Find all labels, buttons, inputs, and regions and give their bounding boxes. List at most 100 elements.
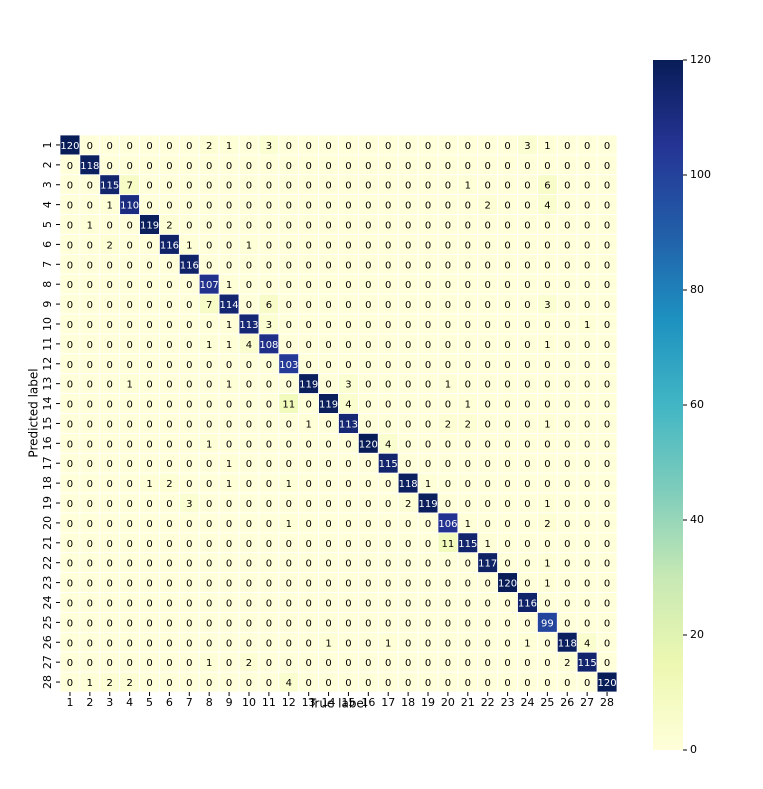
y-tick-label: 19 xyxy=(41,496,54,510)
cell-label: 0 xyxy=(126,559,132,570)
cell-label: 2 xyxy=(485,201,491,212)
cell-label: 0 xyxy=(564,221,570,232)
x-tick-label: 18 xyxy=(401,696,415,709)
cell-label: 0 xyxy=(87,419,93,430)
cell-label: 116 xyxy=(180,260,199,271)
cell-label: 0 xyxy=(146,181,152,192)
x-tick-label: 12 xyxy=(282,696,296,709)
cell-label: 0 xyxy=(266,400,272,411)
cell-label: 0 xyxy=(485,419,491,430)
cell-label: 0 xyxy=(87,340,93,351)
cell-label: 0 xyxy=(226,598,232,609)
cell-label: 0 xyxy=(485,658,491,669)
cell-label: 0 xyxy=(246,439,252,450)
cell-label: 1 xyxy=(544,340,550,351)
cell-label: 0 xyxy=(425,181,431,192)
cell-label: 0 xyxy=(67,161,73,172)
cell-label: 0 xyxy=(226,161,232,172)
cell-label: 0 xyxy=(226,181,232,192)
cell-label: 0 xyxy=(445,559,451,570)
cell-label: 0 xyxy=(146,400,152,411)
cell-label: 0 xyxy=(544,598,550,609)
cell-label: 0 xyxy=(286,221,292,232)
cell-label: 1 xyxy=(206,340,212,351)
cell-label: 0 xyxy=(405,300,411,311)
cell-label: 0 xyxy=(146,439,152,450)
cell-label: 0 xyxy=(146,161,152,172)
x-tick-label: 2 xyxy=(86,696,93,709)
cell-label: 0 xyxy=(266,221,272,232)
cell-label: 0 xyxy=(186,360,192,371)
cell-label: 0 xyxy=(604,201,610,212)
cell-label: 0 xyxy=(126,141,132,152)
cell-label: 0 xyxy=(266,419,272,430)
cell-label: 0 xyxy=(345,320,351,331)
cell-label: 119 xyxy=(319,400,338,411)
cell-label: 0 xyxy=(166,439,172,450)
cell-label: 0 xyxy=(206,519,212,530)
cell-label: 0 xyxy=(445,598,451,609)
cell-label: 1 xyxy=(226,320,232,331)
cell-label: 0 xyxy=(485,499,491,510)
x-tick-label: 19 xyxy=(421,696,435,709)
y-tick-label: 24 xyxy=(41,595,54,609)
cell-label: 0 xyxy=(445,618,451,629)
cell-label: 0 xyxy=(504,260,510,271)
cell-label: 0 xyxy=(345,260,351,271)
cell-label: 0 xyxy=(345,141,351,152)
cell-label: 0 xyxy=(266,380,272,391)
cell-label: 0 xyxy=(206,479,212,490)
cell-label: 0 xyxy=(246,201,252,212)
cell-label: 0 xyxy=(166,499,172,510)
cell-label: 0 xyxy=(246,499,252,510)
cell-label: 0 xyxy=(445,638,451,649)
cell-label: 0 xyxy=(146,360,152,371)
cell-label: 0 xyxy=(465,141,471,152)
cell-label: 0 xyxy=(67,419,73,430)
cell-label: 0 xyxy=(544,658,550,669)
cell-label: 0 xyxy=(544,260,550,271)
cell-label: 0 xyxy=(385,519,391,530)
y-axis-label: Predicted label xyxy=(27,368,41,457)
cell-label: 0 xyxy=(286,439,292,450)
cell-label: 0 xyxy=(604,598,610,609)
cell-label: 0 xyxy=(405,181,411,192)
cell-label: 0 xyxy=(385,539,391,550)
cell-label: 2 xyxy=(246,658,252,669)
cell-label: 0 xyxy=(266,479,272,490)
cell-label: 0 xyxy=(485,579,491,590)
cell-label: 0 xyxy=(325,598,331,609)
cell-label: 0 xyxy=(87,539,93,550)
cell-label: 0 xyxy=(365,658,371,669)
cell-label: 0 xyxy=(584,678,590,689)
cell-label: 0 xyxy=(504,280,510,291)
cell-label: 0 xyxy=(604,579,610,590)
cell-label: 0 xyxy=(325,519,331,530)
cell-label: 0 xyxy=(305,618,311,629)
cell-label: 0 xyxy=(604,360,610,371)
cell-label: 0 xyxy=(325,221,331,232)
cell-label: 1 xyxy=(544,579,550,590)
cell-label: 0 xyxy=(325,678,331,689)
cell-label: 0 xyxy=(365,201,371,212)
cell-label: 0 xyxy=(325,181,331,192)
cell-label: 0 xyxy=(146,201,152,212)
cell-label: 0 xyxy=(445,221,451,232)
cell-label: 0 xyxy=(564,240,570,251)
cell-label: 0 xyxy=(87,320,93,331)
x-tick-label: 7 xyxy=(186,696,193,709)
cell-label: 0 xyxy=(305,678,311,689)
cell-label: 0 xyxy=(107,539,113,550)
cell-label: 0 xyxy=(146,260,152,271)
cell-label: 0 xyxy=(186,300,192,311)
cell-label: 0 xyxy=(325,579,331,590)
cell-label: 0 xyxy=(67,658,73,669)
cell-label: 0 xyxy=(365,280,371,291)
x-tick-label: 14 xyxy=(322,696,336,709)
cell-label: 0 xyxy=(405,459,411,470)
cell-label: 0 xyxy=(126,598,132,609)
cell-label: 0 xyxy=(166,300,172,311)
cell-label: 103 xyxy=(279,360,298,371)
cell-label: 0 xyxy=(564,400,570,411)
